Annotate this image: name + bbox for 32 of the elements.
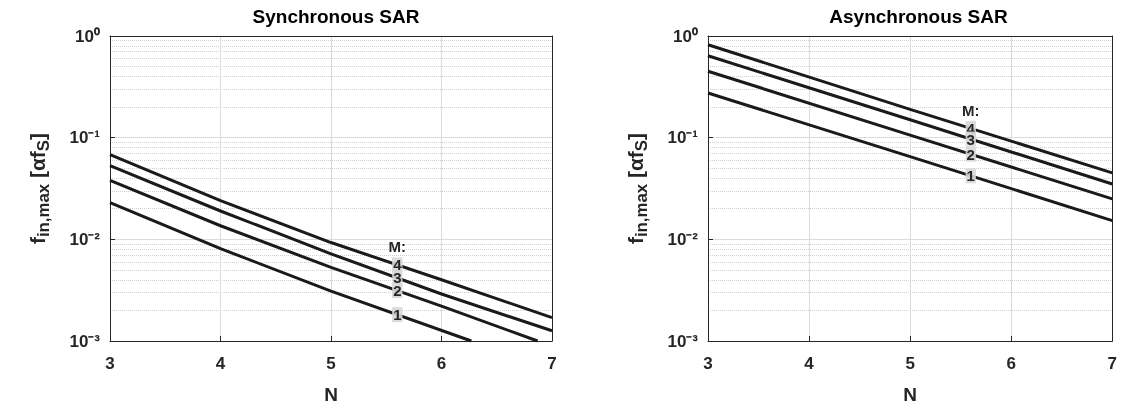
x-tick-label: 6 [1006, 354, 1016, 373]
annotation: 2 [393, 282, 402, 300]
y-tick-label: 10⁻³ [667, 331, 699, 351]
x-tick-label: 4 [804, 354, 815, 373]
y-tick-label: 10⁻² [667, 229, 699, 249]
y-tick-label: 10⁰ [75, 26, 100, 46]
annotation: 1 [393, 306, 402, 324]
x-tick-label: 5 [905, 354, 915, 373]
chart-title: Asynchronous SAR [829, 6, 1008, 27]
annotation: M: [962, 101, 980, 119]
y-tick-label: 10⁻³ [69, 331, 101, 351]
annotation: M: [388, 238, 407, 256]
x-axis-title: N [324, 384, 338, 405]
y-tick-label: 10⁰ [673, 26, 698, 46]
x-tick-label: 3 [703, 354, 713, 373]
annotation: 2 [966, 145, 975, 163]
x-tick-label: 5 [326, 354, 336, 373]
x-tick-label: 4 [215, 354, 226, 373]
x-tick-label: 7 [1107, 354, 1118, 373]
annotation: 4 [393, 256, 403, 274]
y-tick-label: 10⁻¹ [69, 128, 101, 148]
annotation: 1 [966, 167, 975, 185]
x-axis-title: N [903, 384, 917, 405]
x-tick-label: 7 [547, 354, 557, 373]
y-tick-label: 10⁻² [69, 229, 101, 249]
annotation: 3 [393, 269, 402, 287]
x-tick-label: 6 [436, 354, 447, 373]
chart-title: Synchronous SAR [252, 6, 420, 27]
y-axis-title: fin,max [αfS] [25, 132, 53, 245]
y-tick-label: 10⁻¹ [667, 128, 699, 148]
x-tick-label: 3 [105, 354, 115, 373]
y-axis-title: fin,max [αfS] [623, 132, 651, 245]
